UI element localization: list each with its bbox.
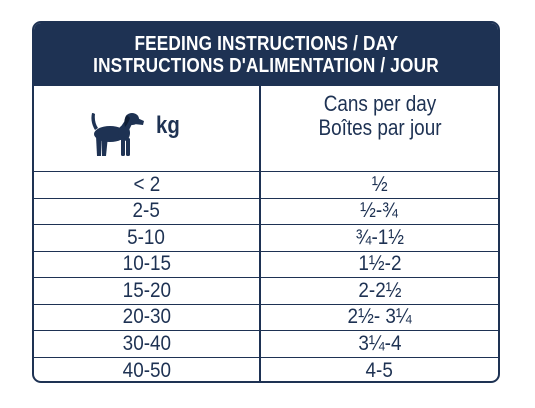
title-french: INSTRUCTIONS D'ALIMENTATION / JOUR — [93, 54, 439, 77]
cans-cell: ¾-1½ — [261, 225, 498, 251]
cans-value: ½-¾ — [360, 199, 399, 223]
weight-value: 20-30 — [122, 305, 171, 329]
dog-icon — [86, 110, 146, 158]
cans-cell: 3¼-4 — [261, 331, 498, 357]
table-row: 30-40 3¼-4 — [34, 331, 498, 358]
weight-cell: 2-5 — [34, 199, 259, 225]
table-row: < 2 ½ — [34, 172, 498, 199]
table-row: 2-5 ½-¾ — [34, 199, 498, 225]
table-row: 20-30 2½- 3¼ — [34, 305, 498, 331]
cans-label-english: Cans per day — [323, 91, 437, 116]
table-row: 10-15 1½-2 — [34, 252, 498, 278]
weight-column-label: kg — [156, 112, 180, 139]
cans-cell: ½ — [261, 172, 498, 198]
weight-cell: 15-20 — [34, 278, 259, 304]
weight-value: 10-15 — [122, 252, 171, 276]
weight-value: 40-50 — [122, 358, 171, 382]
cans-value: 3¼-4 — [357, 331, 402, 355]
cans-label-french: Boîtes par jour — [318, 115, 442, 140]
weight-value: 15-20 — [122, 278, 171, 302]
weight-cell: 40-50 — [34, 358, 259, 382]
cans-cell: 1½-2 — [261, 252, 498, 278]
cans-value: ½ — [371, 172, 388, 196]
title-english: FEEDING INSTRUCTIONS / DAY — [134, 32, 398, 55]
weight-value: 2-5 — [132, 199, 161, 223]
weight-cell: 10-15 — [34, 252, 259, 278]
table-header: FEEDING INSTRUCTIONS / DAY INSTRUCTIONS … — [34, 23, 498, 86]
weight-value: 30-40 — [122, 331, 171, 355]
cans-value: 2-2½ — [357, 278, 402, 302]
weight-cell: 20-30 — [34, 305, 259, 331]
cans-value: 4-5 — [365, 358, 394, 382]
table-body: < 2 ½ 2-5 ½-¾ 5-10 ¾-1½ 10-15 1½-2 15-20 2-2½ 20-3… — [34, 172, 498, 382]
table-row: 5-10 ¾-1½ — [34, 225, 498, 252]
table-row: 15-20 2-2½ — [34, 278, 498, 305]
table-row: 40-50 4-5 — [34, 358, 498, 382]
weight-value: 5-10 — [127, 225, 166, 249]
column-divider — [259, 86, 261, 381]
cans-column-header: Cans per day Boîtes par jour — [260, 91, 498, 140]
feeding-table: FEEDING INSTRUCTIONS / DAY INSTRUCTIONS … — [32, 21, 500, 383]
weight-cell: 30-40 — [34, 331, 259, 357]
cans-cell: ½-¾ — [261, 199, 498, 225]
cans-cell: 2-2½ — [261, 278, 498, 304]
column-headers: kg Cans per day Boîtes par jour — [34, 86, 498, 172]
weight-cell: < 2 — [34, 172, 259, 198]
cans-cell: 4-5 — [261, 358, 498, 382]
weight-cell: 5-10 — [34, 225, 259, 251]
weight-value: < 2 — [133, 172, 160, 196]
cans-value: 2½- 3¼ — [347, 305, 412, 329]
cans-cell: 2½- 3¼ — [261, 305, 498, 331]
cans-value: 1½-2 — [357, 252, 402, 276]
cans-value: ¾-1½ — [355, 225, 404, 249]
